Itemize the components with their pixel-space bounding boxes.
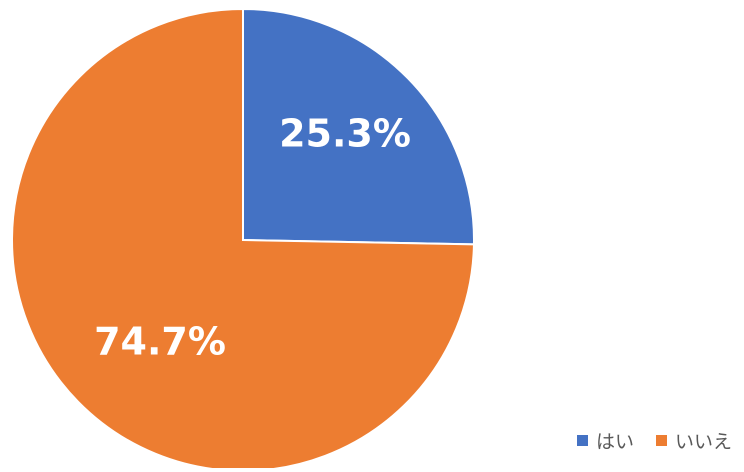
legend-item-no: いいえ xyxy=(655,427,732,454)
slice-label-yes: 25.3% xyxy=(279,112,411,156)
legend-swatch-yes xyxy=(576,435,588,446)
pie-slice-no xyxy=(11,7,475,472)
legend-item-yes: はい xyxy=(576,427,634,454)
pie-slice-yes xyxy=(242,7,475,246)
chart-legend: はい いいえ xyxy=(576,427,732,454)
legend-label-yes: はい xyxy=(595,431,634,453)
legend-label-no: いいえ xyxy=(674,431,732,453)
slice-label-no: 74.7% xyxy=(94,320,226,364)
legend-swatch-no xyxy=(655,435,667,446)
